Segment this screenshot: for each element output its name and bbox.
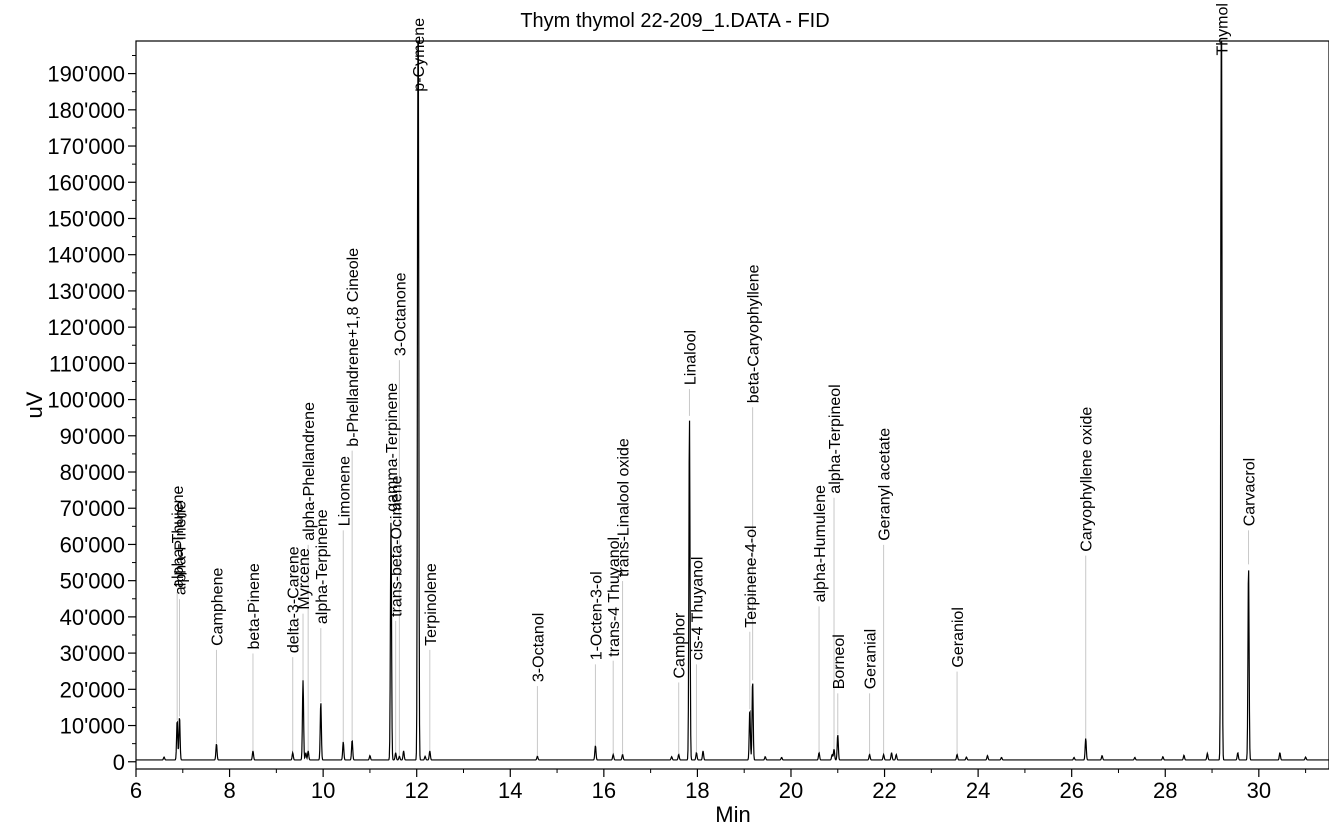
x-tick-label: 26 bbox=[1059, 778, 1083, 803]
y-tick-label: 10'000 bbox=[60, 714, 125, 739]
x-axis-title: Min bbox=[715, 802, 750, 827]
y-axis: 0 10'000 20'000 30'000 40'000 50'000 60'000 70'… bbox=[47, 54, 136, 775]
x-tick-label: 22 bbox=[872, 778, 896, 803]
peak-label: Camphene bbox=[210, 568, 227, 646]
y-tick-label: 130'000 bbox=[47, 279, 125, 304]
peak-label: delta-3-Carene bbox=[286, 546, 303, 653]
peak-label: gamma-Terpinene bbox=[384, 383, 401, 512]
y-tick-label: 40'000 bbox=[60, 605, 125, 630]
y-tick-label: 90'000 bbox=[60, 424, 125, 449]
peak-label: alpha-Phellandrene bbox=[301, 402, 318, 541]
peak-label: trans-4 Thuyanol bbox=[606, 537, 623, 657]
peak-label: trans-beta-Ocimene bbox=[389, 475, 406, 616]
y-tick-label: 0 bbox=[113, 750, 125, 775]
plot-frame bbox=[135, 40, 1329, 770]
x-tick-label: 28 bbox=[1153, 778, 1177, 803]
peak-label: Terpinene-4-ol bbox=[743, 525, 760, 627]
y-tick-label: 100'000 bbox=[47, 388, 125, 413]
x-tick-label: 30 bbox=[1247, 778, 1271, 803]
peak-label: Geraniol bbox=[950, 607, 967, 667]
y-tick-label: 30'000 bbox=[60, 641, 125, 666]
x-tick-label: 14 bbox=[498, 778, 522, 803]
peak-label: beta-Caryophyllene bbox=[746, 264, 763, 403]
peak-label: Caryophyllene oxide bbox=[1079, 407, 1096, 552]
peak-label: 3-Octanone bbox=[392, 272, 409, 356]
peak-label: Limonene bbox=[336, 456, 353, 526]
y-tick-label: 120'000 bbox=[47, 315, 125, 340]
peak-label: Camphor bbox=[672, 612, 689, 678]
peak-label: Geranyl acetate bbox=[877, 428, 894, 541]
peak-label: Carvacrol bbox=[1242, 458, 1259, 526]
y-tick-label: 160'000 bbox=[47, 170, 125, 195]
peak-label: trans-Linalool oxide bbox=[616, 438, 633, 577]
y-tick-label: 20'000 bbox=[60, 677, 125, 702]
fid-signal-trace bbox=[136, 41, 1329, 761]
y-tick-label: 170'000 bbox=[47, 134, 125, 159]
x-tick-label: 18 bbox=[685, 778, 709, 803]
y-tick-label: 60'000 bbox=[60, 532, 125, 557]
x-tick-label: 24 bbox=[966, 778, 990, 803]
y-tick-label: 70'000 bbox=[60, 496, 125, 521]
x-tick-label: 16 bbox=[592, 778, 616, 803]
peak-label: alpha-Pinene bbox=[173, 501, 190, 595]
y-tick-label: 50'000 bbox=[60, 569, 125, 594]
peak-label: beta-Pinene bbox=[246, 563, 263, 649]
x-tick-label: 8 bbox=[223, 778, 235, 803]
peak-label: 1-Octen-3-ol bbox=[588, 571, 605, 660]
peak-label: Myrcene bbox=[296, 548, 313, 609]
peak-label: cis-4 Thuyanol bbox=[690, 557, 707, 661]
x-tick-label: 6 bbox=[130, 778, 142, 803]
chart-title: Thym thymol 22-209_1.DATA - FID bbox=[520, 10, 829, 32]
y-axis-title: uV bbox=[22, 391, 47, 418]
peak-label: alpha-Terpineol bbox=[827, 384, 844, 493]
peak-label: Geranial bbox=[863, 629, 880, 689]
peak-label: alpha-Thujene bbox=[170, 486, 187, 588]
x-tick-label: 10 bbox=[311, 778, 335, 803]
peak-label: Thymol bbox=[1214, 3, 1231, 55]
y-tick-label: 180'000 bbox=[47, 98, 125, 123]
y-tick-label: 110'000 bbox=[49, 351, 125, 376]
peak-label: Borneol bbox=[831, 634, 848, 689]
y-tick-label: 190'000 bbox=[47, 62, 125, 87]
peak-label: p-Cymene bbox=[411, 18, 428, 92]
peak-label: 3-Octanol bbox=[530, 613, 547, 682]
x-axis: 6 8 10 12 14 16 18 20 22 24 26 28 30 bbox=[130, 769, 1307, 803]
peak-label: alpha-Terpinene bbox=[314, 509, 331, 624]
peak-label: alpha-Humulene bbox=[812, 485, 829, 603]
x-tick-label: 12 bbox=[404, 778, 428, 803]
peak-label: Linalool bbox=[683, 330, 700, 385]
peak-label: Terpinolene bbox=[423, 563, 440, 646]
y-tick-label: 150'000 bbox=[47, 206, 125, 231]
x-tick-label: 20 bbox=[779, 778, 803, 803]
y-tick-label: 80'000 bbox=[60, 460, 125, 485]
y-tick-label: 140'000 bbox=[47, 243, 125, 268]
peak-label-leaders bbox=[176, 360, 1250, 757]
peak-label: b-Phellandrene+1,8 Cineole bbox=[345, 248, 362, 447]
